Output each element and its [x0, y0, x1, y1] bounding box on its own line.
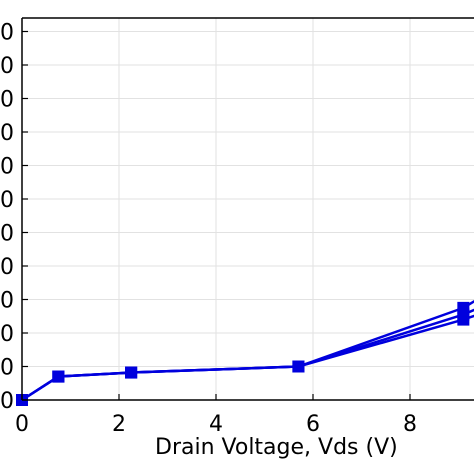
- y-tick-label: 0: [0, 222, 14, 247]
- series-3-marker: [52, 370, 65, 383]
- y-tick-label: 0: [0, 21, 14, 46]
- x-tick-label: 2: [112, 412, 126, 437]
- series-3-line: [21, 314, 474, 402]
- series-2-line: [21, 308, 474, 402]
- y-tick-label: 0: [0, 88, 14, 113]
- y-tick-label: 0: [0, 54, 14, 79]
- series-1-line: [21, 299, 474, 402]
- x-tick-label: 0: [15, 412, 29, 437]
- y-tick-labels: 0 0 0 0 0 0 0 0 0 0 0 0: [0, 21, 28, 414]
- y-tick-label: 0: [0, 356, 14, 381]
- y-tick-label: 0: [0, 289, 14, 314]
- series-3-marker: [457, 313, 470, 326]
- series-layer: [16, 299, 474, 406]
- y-tick-label: 0: [0, 188, 14, 213]
- x-tick-label: 4: [209, 412, 223, 437]
- series-3-marker: [125, 366, 138, 379]
- x-axis-title: Drain Voltage, Vds (V): [155, 435, 398, 460]
- x-tick-label: 8: [403, 412, 417, 437]
- y-tick-label: 0: [0, 322, 14, 347]
- series-3-marker: [292, 360, 305, 373]
- grid-lines: [21, 18, 474, 401]
- y-tick-label: 0: [0, 155, 14, 180]
- x-tick-label: 6: [306, 412, 320, 437]
- x-tick-labels: 0 2 4 6 8: [15, 394, 417, 437]
- y-tick-label: 0: [0, 255, 14, 280]
- y-tick-label: 0: [0, 121, 14, 146]
- y-tick-label: 0: [0, 389, 14, 414]
